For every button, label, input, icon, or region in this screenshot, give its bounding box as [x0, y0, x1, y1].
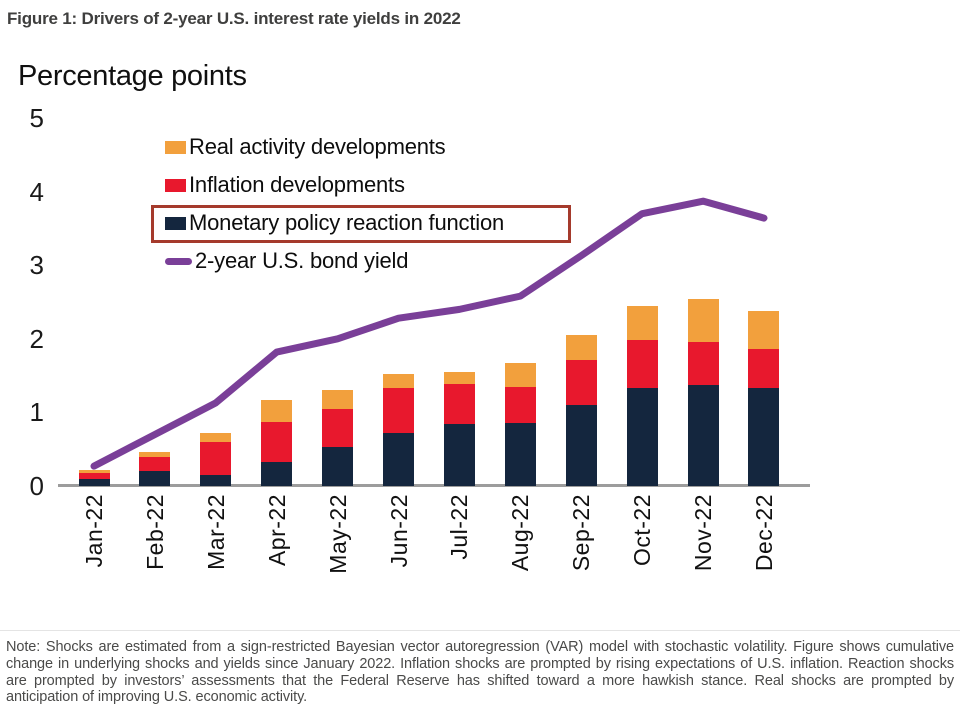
bar-May-22	[322, 390, 354, 486]
bar-segment-Feb-22	[139, 457, 171, 472]
footnote: Note: Shocks are estimated from a sign-r…	[6, 639, 954, 706]
x-axis-label-May-22: May-22	[324, 494, 351, 574]
bar-segment-Apr-22	[261, 421, 293, 462]
legend-label-real-activity: Real activity developments	[189, 134, 446, 159]
bar-segment-Sep-22	[565, 335, 597, 361]
y-axis-tick-1: 1	[29, 397, 44, 428]
bar-segment-Jun-22	[383, 374, 415, 389]
bar-Dec-22	[748, 310, 780, 486]
x-axis-label-Aug-22: Aug-22	[507, 494, 534, 572]
note-separator	[0, 630, 960, 631]
bar-segment-Aug-22	[504, 387, 536, 423]
bar-segment-Jul-22	[443, 424, 475, 486]
bar-segment-May-22	[322, 446, 354, 486]
figure-title: Figure 1: Drivers of 2-year U.S. interes…	[7, 9, 461, 28]
x-axis-label-Sep-22: Sep-22	[568, 494, 595, 572]
legend-swatch-monetary-policy-icon	[165, 216, 186, 230]
legend-item-inflation: Inflation developments	[165, 172, 504, 198]
bar-segment-Jul-22	[443, 383, 475, 425]
bar-segment-Jun-22	[383, 432, 415, 486]
bar-segment-Mar-22	[200, 474, 232, 486]
bar-segment-Aug-22	[504, 422, 536, 486]
bar-segment-Aug-22	[504, 363, 536, 388]
legend-swatch-inflation-icon	[165, 178, 186, 192]
legend-label-bond-yield: 2-year U.S. bond yield	[195, 248, 409, 273]
y-axis-tick-5: 5	[29, 103, 44, 133]
y-axis-tick-3: 3	[29, 250, 44, 281]
bar-segment-Oct-22	[626, 305, 658, 340]
legend-label-monetary-policy: Monetary policy reaction function	[189, 210, 505, 235]
y-axis-tick-4: 4	[29, 176, 44, 207]
legend-highlight-box	[151, 205, 571, 243]
bar-segment-Sep-22	[565, 405, 597, 486]
bar-segment-Feb-22	[139, 471, 171, 486]
x-axis-line	[58, 484, 810, 487]
bar-Oct-22	[626, 305, 658, 486]
bar-Sep-22	[565, 335, 597, 486]
bar-segment-Oct-22	[626, 339, 658, 389]
x-axis-label-Dec-22: Dec-22	[750, 494, 777, 572]
legend-item-bond-yield: 2-year U.S. bond yield	[165, 248, 504, 274]
legend-item-real-activity: Real activity developments	[165, 134, 504, 160]
y-axis-title: Percentage points	[18, 60, 247, 92]
legend-swatch-bond-yield-line-icon	[165, 257, 192, 265]
x-axis-label-Jul-22: Jul-22	[446, 494, 473, 560]
x-axis-label-Jun-22: Jun-22	[385, 494, 412, 568]
legend-item-monetary-policy: Monetary policy reaction function	[165, 210, 504, 236]
bar-segment-May-22	[322, 390, 354, 409]
chart-plot-area: 0 1 2 3 4 5 Jan-22 Feb-22 Mar-22 Apr-22 May-22 Jun-…	[29, 103, 810, 574]
bar-Nov-22	[687, 299, 719, 486]
bar-segment-Jan-22	[78, 469, 110, 474]
bar-segment-Apr-22	[261, 461, 293, 486]
bar-segment-Mar-22	[200, 441, 232, 475]
bar-Mar-22	[200, 433, 232, 486]
bar-segment-Nov-22	[687, 385, 719, 486]
bar-segment-Jun-22	[383, 388, 415, 433]
bar-segment-Apr-22	[261, 399, 293, 422]
x-axis-label-Apr-22: Apr-22	[263, 494, 290, 567]
x-axis-label-Nov-22: Nov-22	[690, 494, 717, 572]
bar-segment-Jan-22	[78, 473, 110, 479]
y-axis-tick-2: 2	[29, 323, 44, 354]
bar-segment-Mar-22	[200, 433, 232, 442]
x-axis-label-Feb-22: Feb-22	[141, 494, 168, 570]
legend-swatch-real-activity-icon	[165, 140, 186, 154]
bar-segment-Nov-22	[687, 341, 719, 386]
bar-Aug-22	[504, 363, 536, 486]
x-axis-label-Mar-22: Mar-22	[202, 494, 229, 570]
bar-segment-Jan-22	[78, 478, 110, 486]
bar-segment-Nov-22	[687, 299, 719, 342]
bar-segment-Feb-22	[139, 452, 171, 458]
bar-segment-May-22	[322, 408, 354, 447]
bar-segment-Dec-22	[748, 349, 780, 389]
bar-Feb-22	[139, 452, 171, 486]
chart-legend: Real activity developments Inflation dev…	[165, 134, 504, 286]
x-axis-label-Jan-22: Jan-22	[81, 494, 107, 568]
bar-Jan-22	[78, 469, 110, 486]
legend-label-inflation: Inflation developments	[189, 172, 405, 197]
bar-segment-Dec-22	[748, 310, 780, 350]
bar-segment-Dec-22	[748, 388, 780, 486]
y-axis-tick-0: 0	[29, 471, 44, 501]
bar-segment-Jul-22	[443, 371, 475, 384]
x-axis-label-Oct-22: Oct-22	[629, 494, 656, 567]
bar-segment-Oct-22	[626, 388, 658, 486]
bar-segment-Sep-22	[565, 360, 597, 406]
bar-Apr-22	[261, 399, 293, 486]
bar-Jun-22	[383, 374, 415, 486]
bar-Jul-22	[443, 371, 475, 486]
